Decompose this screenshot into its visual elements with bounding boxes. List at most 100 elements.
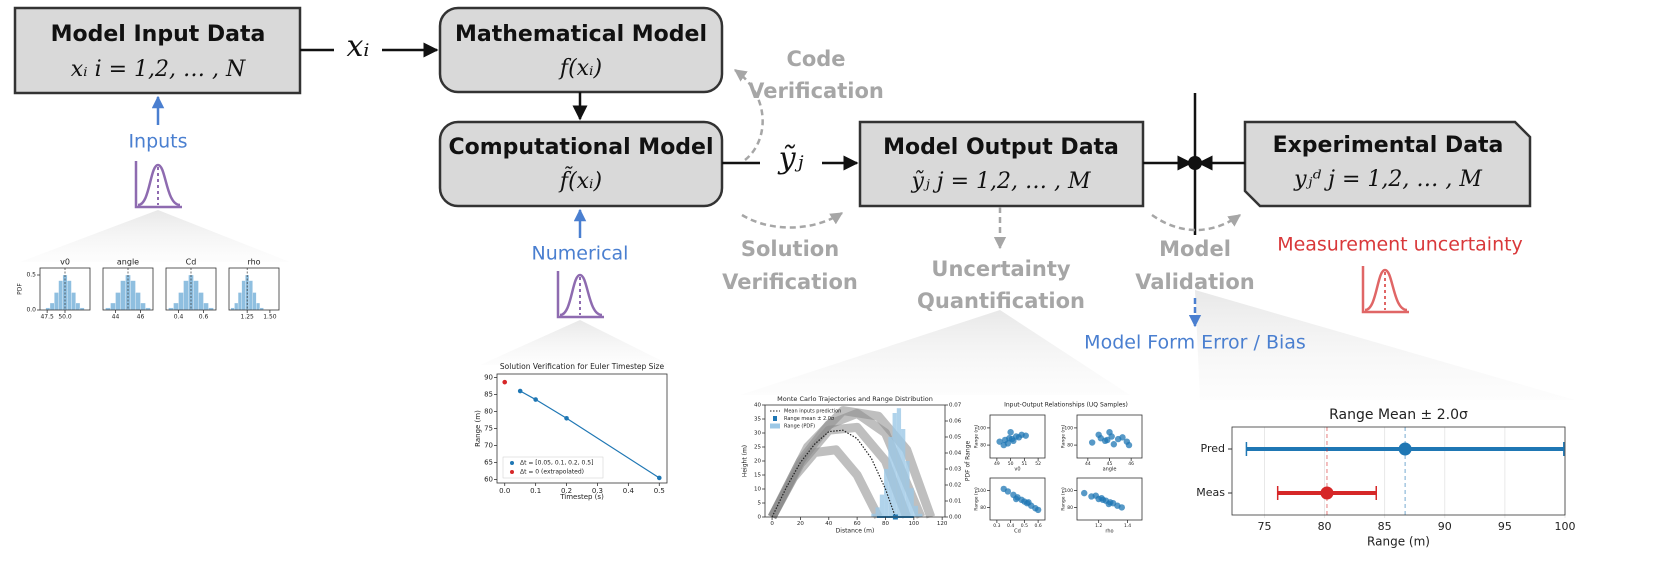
axis-label: Range (m) [474, 410, 482, 447]
x-tick-label: 0.3 [993, 523, 1000, 529]
y-tick-label: 0.05 [949, 435, 962, 441]
chart-title: Input-Output Relationships (UQ Samples) [1004, 402, 1128, 409]
x-tick-label: 46 [1128, 461, 1134, 467]
y-tick-label: 90 [484, 373, 493, 381]
y-tick-label: 0.0 [26, 307, 36, 314]
x-tick-label: 0.2 [561, 487, 572, 495]
histogram-bar [871, 513, 876, 517]
scatter-point [1125, 441, 1133, 449]
chart-title: Monte Carlo Trajectories and Range Distr… [777, 395, 933, 403]
x-tick-label: 0.3 [592, 487, 603, 495]
y-tick-label: 0.00 [949, 515, 962, 521]
x-tick-label: 50 [1008, 461, 1014, 467]
histogram-bar [909, 488, 914, 517]
histogram-bar [901, 429, 906, 517]
histogram-bar [875, 507, 880, 517]
mean-marker [1320, 486, 1334, 500]
histogram-bar [892, 413, 897, 517]
y-tick-label: 0.07 [949, 403, 962, 409]
plot-frame [989, 414, 1046, 459]
plot-frame [228, 267, 280, 311]
histogram-bar [66, 280, 72, 311]
histogram-bar [256, 302, 261, 311]
x-tick-label: 50.0 [58, 314, 72, 321]
scatter-point [1004, 488, 1012, 495]
histogram-bar [110, 302, 116, 311]
y-tick-label: 35 [754, 417, 761, 423]
histogram-bar [193, 280, 199, 311]
histogram-bar [248, 280, 253, 311]
zoom-wedges [20, 210, 1575, 400]
y-tick-label: 0.5 [26, 272, 36, 279]
legend-label: Mean inputs prediction [784, 409, 841, 415]
x-tick-label: 1.25 [241, 314, 255, 321]
plot-frame [1076, 477, 1143, 521]
x-tick-label: 60 [854, 521, 861, 527]
activity-label: Solution [741, 237, 839, 261]
x-tick-label: 75 [1257, 520, 1271, 533]
axis-label: Timestep (s) [559, 493, 604, 501]
x-tick-label: 90 [1438, 520, 1452, 533]
scatter-point [1095, 431, 1102, 438]
x-tick-label: 0.5 [654, 487, 665, 495]
x-tick-label: 0.6 [199, 314, 209, 321]
histogram-bar [888, 437, 893, 517]
plot-frame [1231, 426, 1566, 516]
category-label: Pred [1201, 442, 1225, 455]
axis-label: PDF [17, 283, 24, 295]
panel-title: rho [247, 258, 260, 267]
activity-label: Verification [748, 79, 884, 103]
scatter-point [1034, 506, 1042, 514]
scatter-point [1106, 429, 1113, 436]
histogram-bar [54, 292, 59, 311]
category-label: Meas [1196, 486, 1225, 499]
histogram-bar [203, 302, 209, 311]
mean-marker [1398, 442, 1412, 456]
data-point [656, 475, 662, 481]
chart-title: Solution Verification for Euler Timestep… [500, 362, 665, 371]
y-tick-label: 80 [1067, 505, 1073, 511]
x-tick-label: 100 [1555, 520, 1576, 533]
axis-label: Range (m) [974, 424, 980, 448]
y-tick-label: 100 [977, 425, 986, 431]
y-tick-label: 75 [484, 425, 493, 433]
node-title: Model Input Data [51, 22, 266, 47]
y-tick-label: 30 [754, 431, 761, 437]
y-tick-label: 100 [1064, 488, 1073, 494]
histogram-bar [115, 292, 121, 311]
histogram-bar [178, 292, 184, 311]
y-tick-label: 100 [977, 488, 986, 494]
histogram-bar [913, 505, 919, 517]
histogram-bar [879, 494, 885, 517]
node-formula: ỹⱼ j = 1,2, … , M [911, 169, 1091, 194]
x-tick-label: 49 [994, 461, 1000, 467]
data-point [517, 388, 523, 394]
axis-label: v0 [1014, 467, 1020, 473]
legend-box [502, 456, 604, 479]
x-tick-label: 0.5 [1021, 523, 1028, 529]
y-tick-label: 80 [484, 407, 493, 415]
scatter-point [1119, 434, 1126, 441]
x-tick-label: 100 [909, 521, 920, 527]
histogram-bar [173, 302, 179, 311]
x-tick-label: 80 [1318, 520, 1332, 533]
histogram-bar [252, 292, 257, 311]
x-tick-label: 1.4 [1124, 523, 1131, 529]
histogram-bar [918, 513, 923, 517]
histogram-bar [896, 408, 902, 517]
axis-label: PDF of Range [965, 441, 972, 482]
scatter-point [1081, 489, 1088, 497]
scatter-point [1110, 441, 1118, 448]
plot-frame [102, 267, 154, 311]
activity-label: Quantification [917, 289, 1085, 313]
x-tick-label: 0.0 [499, 487, 510, 495]
y-tick-label: 15 [754, 473, 761, 479]
activity-label: Model [1159, 237, 1231, 261]
node-title: Experimental Data [1273, 133, 1504, 158]
arrows [151, 42, 1245, 328]
scatter-point [1022, 432, 1029, 439]
y-tick-label: 0.01 [949, 499, 961, 505]
uncertainty-label: Model Form Error / Bias [1084, 332, 1306, 354]
axis-label: Range (m) [1061, 424, 1067, 448]
